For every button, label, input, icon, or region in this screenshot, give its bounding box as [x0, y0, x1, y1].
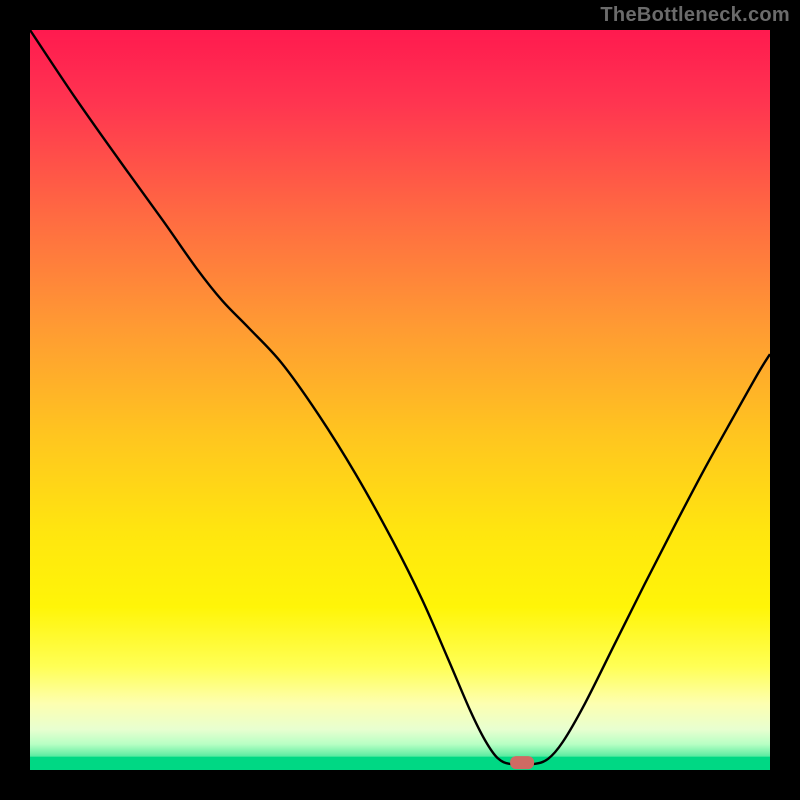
optimal-point-marker	[510, 756, 534, 769]
watermark-text: TheBottleneck.com	[600, 4, 790, 27]
plot-area	[30, 30, 770, 770]
green-baseline-strip	[30, 757, 770, 770]
chart-container: TheBottleneck.com	[0, 0, 800, 800]
bottleneck-chart	[0, 0, 800, 800]
